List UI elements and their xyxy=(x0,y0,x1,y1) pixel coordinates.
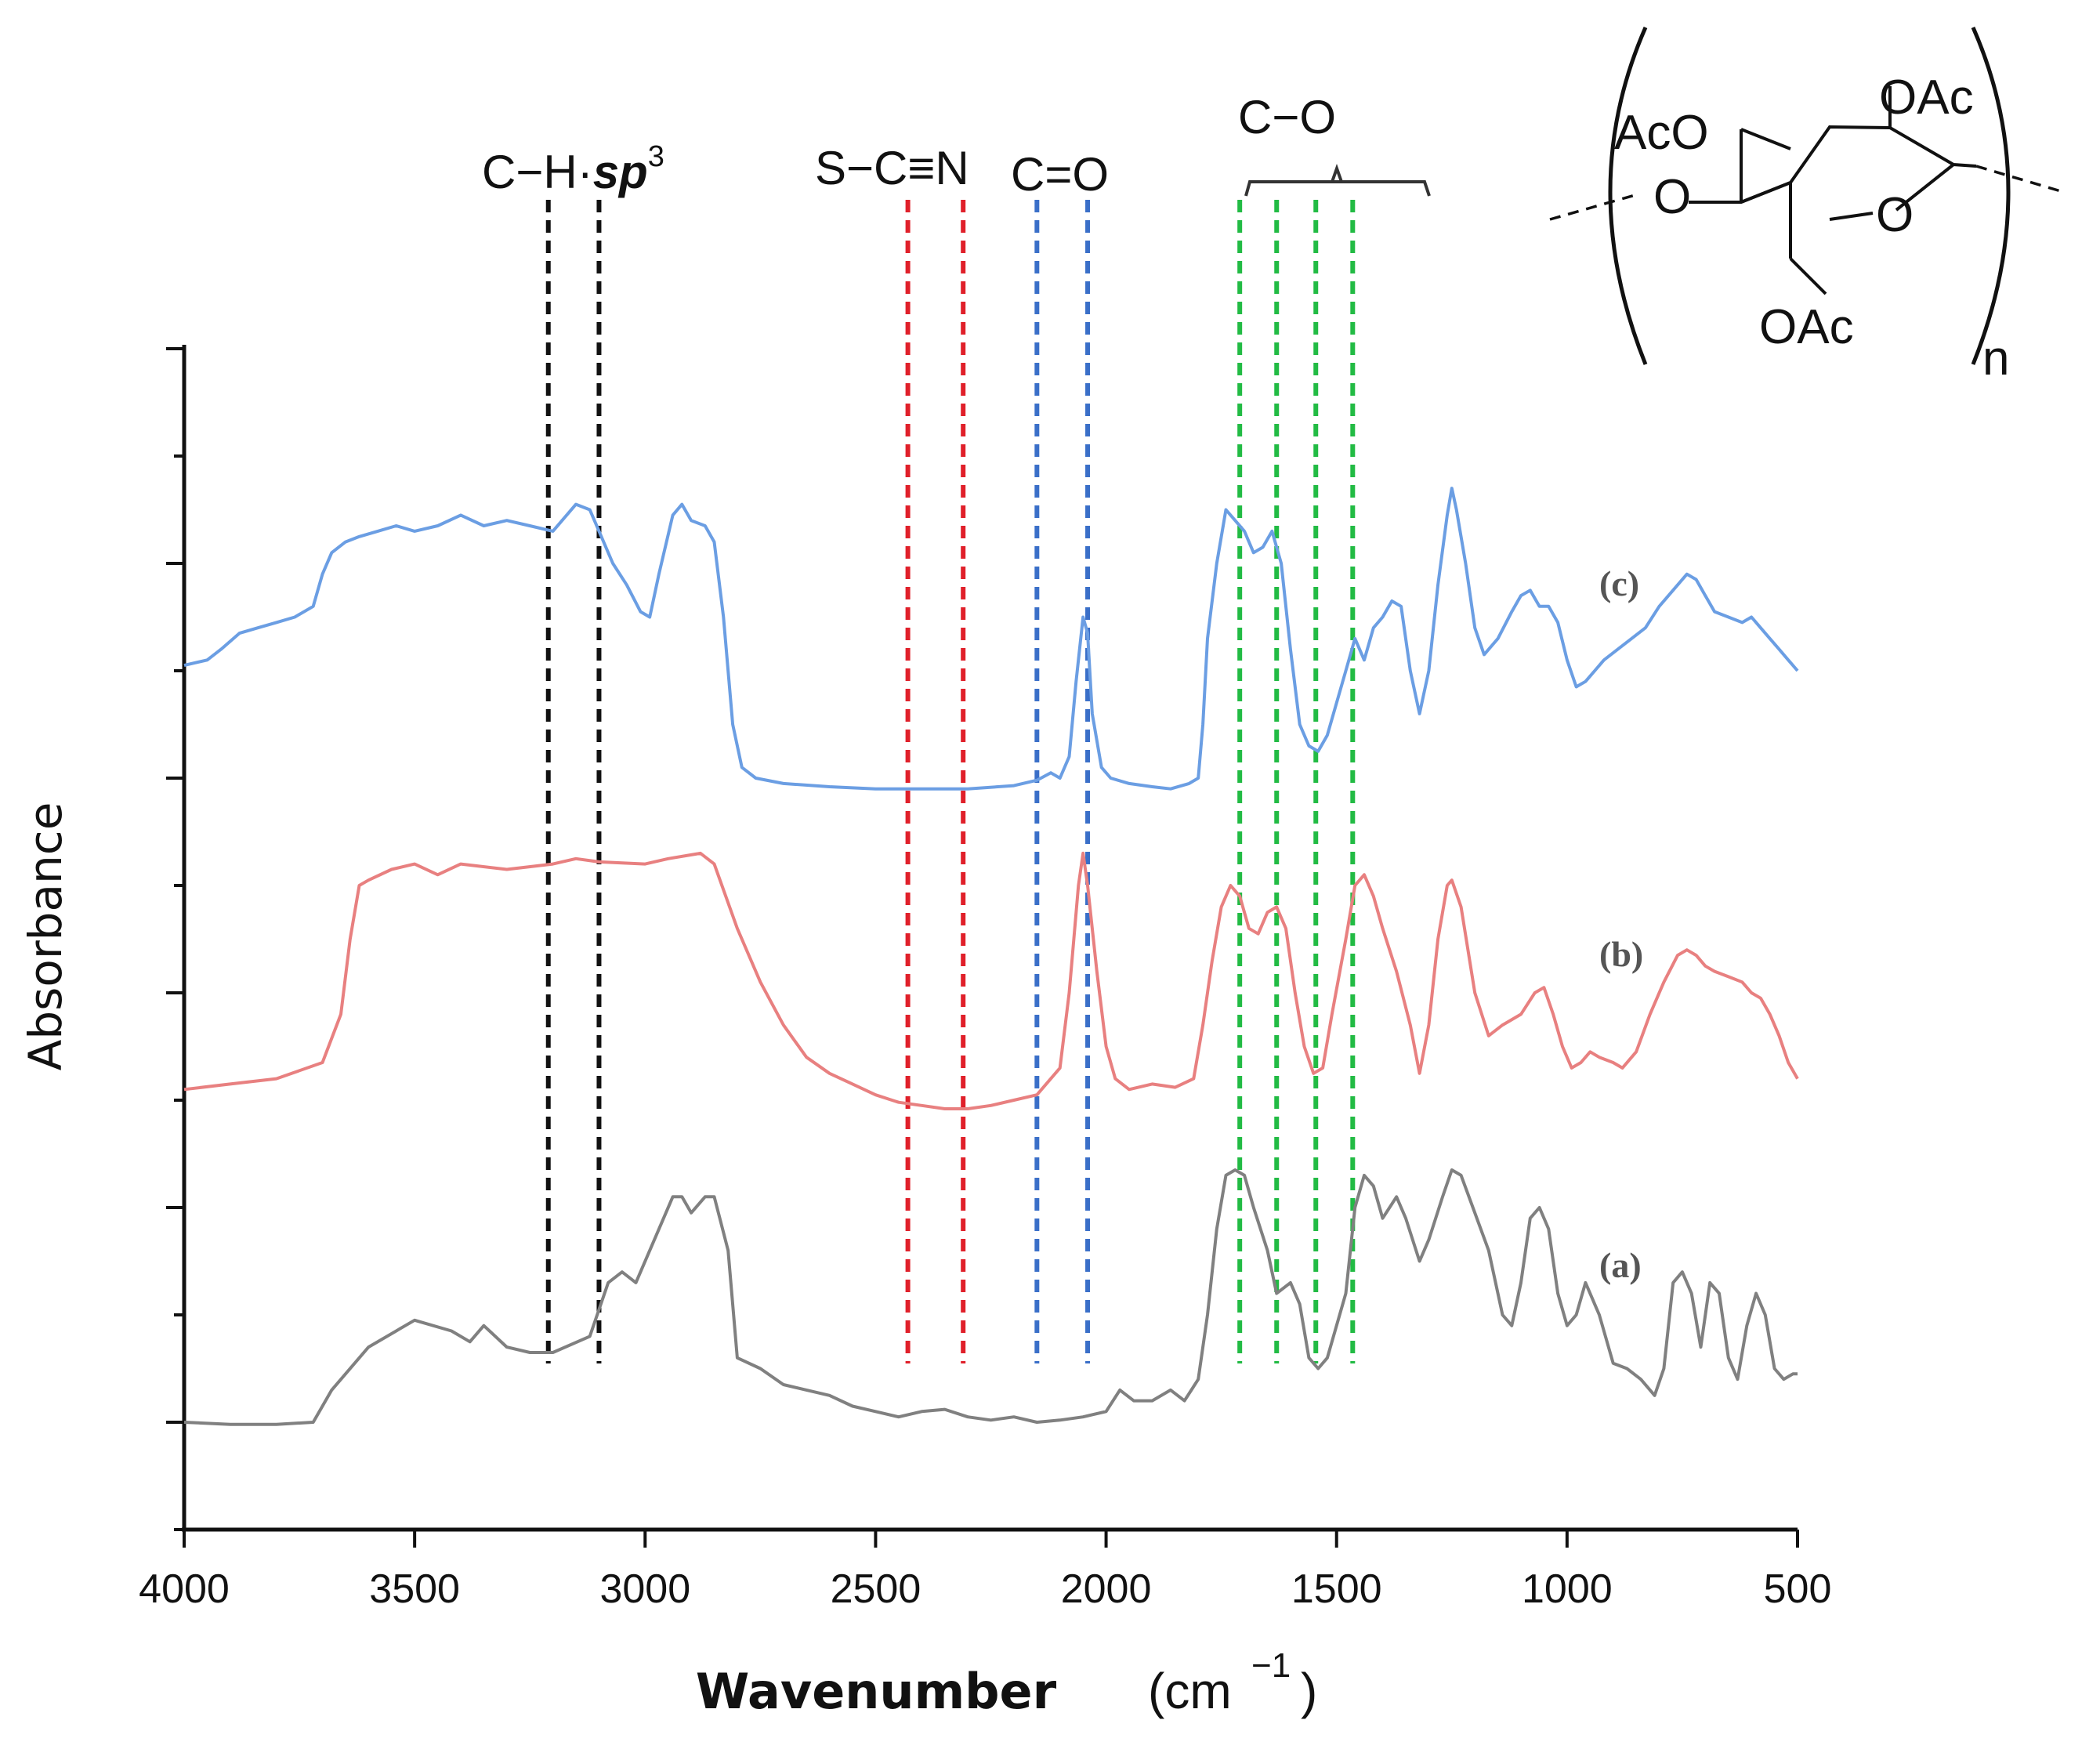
left-parenthesis xyxy=(1608,26,1648,365)
band-label-ch: C−H·sp3 xyxy=(482,140,664,198)
x-ticks: 4000 3500 3000 2500 2000 1500 1000 500 xyxy=(139,1530,1831,1612)
cellulose-acetate-structure: n OAc AcO O O OAc xyxy=(1549,26,2062,386)
x-tick-label-1500: 1500 xyxy=(1291,1566,1382,1612)
o-ring-label: O xyxy=(1876,188,1914,242)
bond-dashed-right xyxy=(1975,165,2062,193)
bond-c3-oac xyxy=(1740,128,1791,150)
reference-lines xyxy=(545,200,1356,1363)
series-line-b xyxy=(183,851,1799,1110)
x-tick-label-1000: 1000 xyxy=(1522,1566,1613,1612)
band-label-ch-sup: 3 xyxy=(648,140,664,173)
band-label-ch-italic: sp xyxy=(593,146,648,198)
x-tick-label-2500: 2500 xyxy=(831,1566,921,1612)
co-bracket xyxy=(1244,163,1431,197)
series-labels: (a) (b) (c) xyxy=(1599,563,1643,1285)
band-label-scn: S−C≡N xyxy=(815,142,969,194)
band-label-ch-main: C−H· xyxy=(482,146,593,198)
bond-c4-c5 xyxy=(1740,181,1791,204)
series-label-b: (b) xyxy=(1599,934,1643,974)
y-axis-title: Absorbance xyxy=(19,802,72,1071)
series-line-c xyxy=(183,487,1799,791)
bond-ch2-o xyxy=(1789,257,1827,295)
right-parenthesis xyxy=(1971,26,2011,365)
x-axis-title: Wavenumber (cm −1 ) xyxy=(696,1646,1318,1720)
series-group xyxy=(183,487,1799,1426)
band-label-co-single: C−O xyxy=(1238,91,1336,143)
x-axis-title-exponent: −1 xyxy=(1251,1646,1291,1685)
x-axis-title-unit: (cm xyxy=(1148,1663,1232,1719)
x-axis-title-main: Wavenumber xyxy=(696,1663,1057,1720)
band-label-co-double: C=O xyxy=(1011,148,1109,201)
x-tick-label-3000: 3000 xyxy=(599,1566,690,1612)
x-tick-label-3500: 3500 xyxy=(369,1566,460,1612)
bond-ring-o-left xyxy=(1829,212,1874,221)
aco-label: AcO xyxy=(1614,106,1709,160)
x-tick-label-500: 500 xyxy=(1764,1566,1832,1612)
oac-bottom-label: OAc xyxy=(1759,300,1854,354)
x-tick-label-2000: 2000 xyxy=(1061,1566,1152,1612)
y-ticks xyxy=(166,347,184,1531)
bond-dashed-left xyxy=(1549,193,1638,221)
x-axis-title-close: ) xyxy=(1301,1663,1317,1719)
x-tick-label-4000: 4000 xyxy=(139,1566,230,1612)
bond-ring-o-right xyxy=(1895,163,1955,212)
repeat-subscript: n xyxy=(1982,331,2009,386)
series-label-c: (c) xyxy=(1599,563,1639,603)
series-label-a: (a) xyxy=(1599,1245,1642,1285)
series-line-a xyxy=(183,1168,1798,1426)
o-left-label: O xyxy=(1653,170,1691,224)
oac-top-label: OAc xyxy=(1879,71,1974,125)
ring-bonds xyxy=(1689,125,1977,204)
